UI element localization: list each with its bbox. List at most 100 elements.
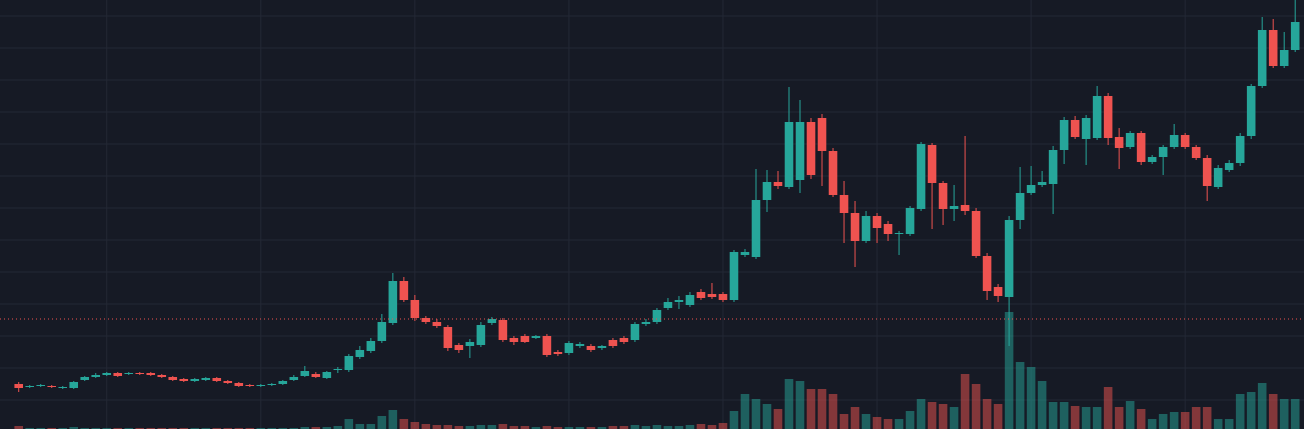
volume-bar <box>663 426 673 429</box>
candle-body <box>740 252 750 255</box>
candle-body <box>1279 50 1289 66</box>
candle-body <box>597 346 607 348</box>
candle-body <box>465 342 475 346</box>
volume-bar <box>861 414 871 429</box>
candle-body <box>586 346 596 350</box>
candle-body <box>652 310 662 322</box>
candle-body <box>1092 96 1102 138</box>
volume-bar <box>1158 414 1168 429</box>
candle-body <box>729 252 739 300</box>
volume-bar <box>938 404 948 429</box>
candle-body <box>1290 22 1300 50</box>
candle-body <box>1191 147 1201 158</box>
volume-bar <box>795 381 805 429</box>
candle-body <box>69 382 79 388</box>
volume-bar <box>806 389 816 429</box>
candle-body <box>883 224 893 234</box>
candle-body <box>179 379 189 381</box>
candle-body <box>124 373 134 374</box>
candle-body <box>399 281 409 300</box>
candle-body <box>553 352 563 354</box>
candle-body <box>971 211 981 256</box>
candle-body <box>1125 133 1135 147</box>
volume-bar <box>883 419 893 429</box>
candle-body <box>1015 193 1025 220</box>
volume-bar <box>465 426 475 429</box>
volume-bar <box>14 426 23 429</box>
volume-bar <box>344 419 354 429</box>
volume-bar <box>674 426 684 429</box>
volume-bar <box>586 427 596 429</box>
candle-body <box>443 327 453 348</box>
volume-bar <box>784 379 794 429</box>
volume-bar <box>454 426 464 429</box>
volume-bar <box>949 407 959 429</box>
volume-bar <box>850 407 860 429</box>
volume-bar <box>542 426 552 429</box>
volume-bar <box>1070 406 1080 429</box>
volume-bar <box>300 427 310 429</box>
candle-body <box>542 336 552 355</box>
candle-body <box>168 377 178 380</box>
volume-bar <box>69 427 79 429</box>
candle-body <box>311 374 321 377</box>
volume-bar <box>597 427 607 429</box>
volume-bar <box>971 384 981 429</box>
candle-body <box>454 345 464 350</box>
volume-bar <box>652 425 662 429</box>
candle-body <box>1037 182 1047 185</box>
volume-bar <box>498 424 508 429</box>
candle-body <box>300 371 310 376</box>
candle-body <box>773 182 783 186</box>
candle-body <box>993 287 1003 296</box>
candle-body <box>25 386 35 387</box>
candle-body <box>245 385 255 386</box>
candle-body <box>1268 30 1278 66</box>
volume-bar <box>619 426 629 429</box>
volume-bar <box>311 427 321 429</box>
volume-bar <box>388 410 398 429</box>
volume-bar <box>1213 419 1223 429</box>
volume-bar <box>1103 387 1113 429</box>
candle-body <box>751 200 761 257</box>
volume-bar <box>817 389 827 429</box>
candle-body <box>146 373 156 375</box>
volume-bar <box>1037 381 1047 429</box>
candle-body <box>1180 135 1190 147</box>
volume-bar <box>1004 312 1014 429</box>
candle-body <box>212 378 222 381</box>
candle-body <box>322 372 332 378</box>
volume-bar <box>982 399 992 429</box>
candle-body <box>784 122 794 187</box>
volume-bar <box>927 402 937 429</box>
volume-bar <box>762 404 772 429</box>
candle-body <box>905 208 915 234</box>
candle-body <box>190 379 200 381</box>
volume-bar <box>553 427 563 429</box>
volume-bar <box>1059 402 1069 429</box>
candle-body <box>344 356 354 370</box>
candle-body <box>36 385 46 386</box>
volume-bar <box>377 416 387 429</box>
volume-bar <box>608 426 618 429</box>
volume-bar <box>476 425 486 429</box>
volume-bar <box>707 425 717 429</box>
candle-body <box>674 300 684 302</box>
candle-body <box>663 302 673 308</box>
candle-body <box>520 336 530 342</box>
candle-body <box>630 324 640 340</box>
candle-body <box>1136 133 1146 162</box>
candle-body <box>1224 163 1234 170</box>
candle-body <box>806 122 816 175</box>
candle-body <box>256 385 266 386</box>
volume-bar <box>839 414 849 429</box>
candle-body <box>839 195 849 213</box>
candle-body <box>388 281 398 323</box>
candle-body <box>476 325 486 345</box>
volume-bar <box>366 424 376 429</box>
candle-body <box>1246 86 1256 136</box>
volume-bar <box>872 417 882 429</box>
volume-bar <box>421 424 431 429</box>
candle-body <box>102 373 112 375</box>
volume-bar <box>399 419 409 429</box>
